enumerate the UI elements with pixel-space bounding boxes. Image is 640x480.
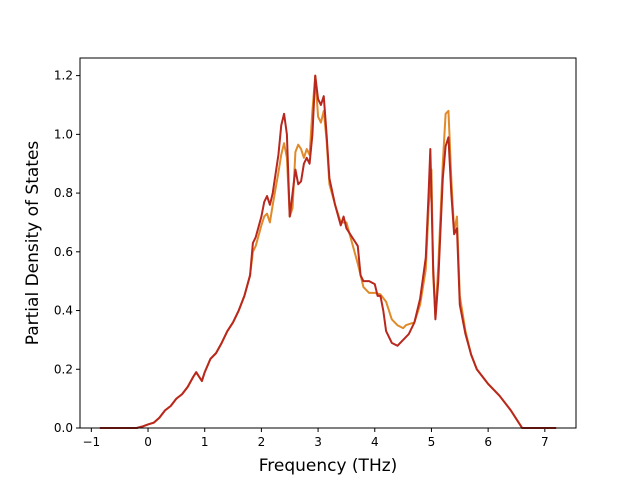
x-tick-label: 2 [258,435,266,449]
x-tick-label: 7 [541,435,549,449]
x-tick-label: 4 [371,435,379,449]
x-tick-label: 6 [484,435,492,449]
y-tick-label: 0.4 [54,304,73,318]
y-tick-label: 1.2 [54,69,73,83]
x-tick-label: 1 [201,435,209,449]
series-line-1 [99,74,557,429]
plot-frame [79,57,577,429]
x-tick-label: 0 [144,435,152,449]
series-layer [99,74,557,429]
x-axis-label: Frequency (THz) [259,456,398,476]
x-tick-label: −1 [82,435,100,449]
x-tick-label: 3 [314,435,322,449]
x-tick-label: 5 [428,435,436,449]
series-line-2 [99,74,557,429]
y-tick-label: 0.8 [54,186,73,200]
y-tick-label: 1.0 [54,127,73,141]
y-tick-label: 0.0 [54,421,73,435]
y-axis-label: Partial Density of States [23,141,43,346]
y-tick-label: 0.2 [54,362,73,376]
tick-layer: −1 0 1 2 3 4 5 6 7 0.0 0.2 0.4 0.6 0.8 1.0 1.2 [54,69,549,449]
y-tick-label: 0.6 [54,245,73,259]
